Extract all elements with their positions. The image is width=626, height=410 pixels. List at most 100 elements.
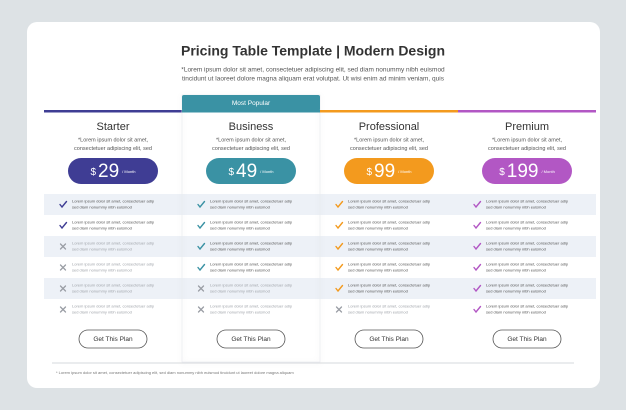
feature-text: sed diam nonummy nibh euismod [210, 289, 270, 294]
feature-text: Lorem ipsum dolor sit amet, consectetuer… [486, 262, 569, 267]
feature-text: Lorem ipsum dolor sit amet, consectetuer… [210, 262, 293, 267]
feature-text: sed diam nonummy nibh euismod [72, 268, 132, 273]
plan-description: *Lorem ipsum dolor sit amet, [216, 137, 286, 143]
feature-text: Lorem ipsum dolor sit amet, consectetuer… [486, 241, 569, 246]
feature-text: Lorem ipsum dolor sit amet, consectetuer… [210, 241, 293, 246]
period: / Month [260, 169, 273, 174]
feature-text: Lorem ipsum dolor sit amet, consectetuer… [210, 304, 293, 309]
cta-button[interactable] [492, 329, 562, 349]
check-icon [197, 221, 206, 230]
cta-label[interactable]: Get This Plan [507, 336, 547, 343]
price-pill [482, 158, 572, 184]
check-icon [335, 284, 344, 293]
check-icon [197, 200, 206, 209]
subtitle: *Lorem ipsum dolor sit amet, consectetue… [181, 67, 445, 74]
feature-text: sed diam nonummy nibh euismod [210, 226, 270, 231]
cta-label[interactable]: Get This Plan [369, 336, 409, 343]
price-pill [344, 158, 434, 184]
cta-button[interactable] [354, 329, 424, 349]
footnote: * Lorem ipsum dolor sit amet, consectetu… [56, 370, 294, 375]
plan-name: Starter [96, 121, 129, 133]
plan-description: *Lorem ipsum dolor sit amet, [492, 137, 562, 143]
feature-text: sed diam nonummy nibh euismod [348, 205, 408, 210]
plan-description: consectetuer adipiscing elit, sed [488, 146, 566, 152]
cross-icon [59, 306, 67, 313]
currency: $ [366, 167, 372, 178]
feature-text: sed diam nonummy nibh euismod [348, 226, 408, 231]
feature-text: sed diam nonummy nibh euismod [486, 226, 546, 231]
feature-text: sed diam nonummy nibh euismod [210, 268, 270, 273]
feature-text: Lorem ipsum dolor sit amet, consectetuer… [210, 199, 293, 204]
cta-label[interactable]: Get This Plan [231, 336, 271, 343]
check-icon [197, 242, 206, 251]
title: Pricing Table Template | Modern Design [181, 43, 445, 59]
plan-name: Premium [505, 121, 549, 133]
columns: Starter *Lorem ipsum dolor sit amet, conse… [44, 94, 596, 363]
feature-text: sed diam nonummy nibh euismod [348, 268, 408, 273]
cta-button[interactable] [78, 329, 148, 349]
feature-text: sed diam nonummy nibh euismod [72, 226, 132, 231]
feature-text: sed diam nonummy nibh euismod [486, 247, 546, 252]
price: $29/ Month [90, 161, 135, 182]
feature-text: Lorem ipsum dolor sit amet, consectetuer… [72, 283, 155, 288]
badge-label: Most Popular [232, 100, 271, 107]
cross-icon [59, 243, 67, 250]
top-bar [458, 110, 596, 113]
currency: $ [228, 167, 234, 178]
check-icon [335, 242, 344, 251]
feature-text: Lorem ipsum dolor sit amet, consectetuer… [72, 262, 155, 267]
feature-text: Lorem ipsum dolor sit amet, consectetuer… [348, 220, 431, 225]
check-icon [473, 284, 482, 293]
check-icon [335, 221, 344, 230]
feature-text: sed diam nonummy nibh euismod [72, 289, 132, 294]
feature-text: Lorem ipsum dolor sit amet, consectetuer… [72, 199, 155, 204]
period: / Month [398, 169, 411, 174]
currency: $ [90, 167, 96, 178]
feature-text: sed diam nonummy nibh euismod [210, 310, 270, 315]
feature-text: Lorem ipsum dolor sit amet, consectetuer… [72, 220, 155, 225]
cross-icon [197, 285, 205, 292]
feature-text: Lorem ipsum dolor sit amet, consectetuer… [486, 283, 569, 288]
plan-description: consectetuer adipiscing elit, sed [212, 146, 290, 152]
plan-description: consectetuer adipiscing elit, sed [74, 146, 152, 152]
feature-text: Lorem ipsum dolor sit amet, consectetuer… [348, 241, 431, 246]
subtitle: tincidunt ut laoreet dolore magna aliqua… [182, 76, 445, 83]
check-icon [473, 200, 482, 209]
check-icon [335, 200, 344, 209]
amount: 49 [236, 161, 257, 182]
cta-button[interactable] [216, 329, 286, 349]
feature-text: Lorem ipsum dolor sit amet, consectetuer… [348, 283, 431, 288]
cross-icon [59, 285, 67, 292]
feature-text: sed diam nonummy nibh euismod [210, 247, 270, 252]
price-pill [68, 158, 158, 184]
check-icon [335, 263, 344, 272]
cross-icon [197, 306, 205, 313]
check-icon [197, 263, 206, 272]
plan-column: Most Popular Business *Lorem ipsum dolor s… [181, 94, 321, 363]
cta-label[interactable]: Get This Plan [93, 336, 133, 343]
feature-text: Lorem ipsum dolor sit amet, consectetuer… [72, 241, 155, 246]
check-icon [473, 221, 482, 230]
plan-column: Professional *Lorem ipsum dolor sit amet,… [320, 110, 458, 349]
feature-text: Lorem ipsum dolor sit amet, consectetuer… [210, 220, 293, 225]
cross-icon [335, 306, 343, 313]
plan-description: consectetuer adipiscing elit, sed [350, 146, 428, 152]
check-icon [473, 305, 482, 314]
price-pill [206, 158, 296, 184]
feature-text: sed diam nonummy nibh euismod [486, 205, 546, 210]
feature-text: sed diam nonummy nibh euismod [72, 310, 132, 315]
top-bar [320, 110, 458, 113]
feature-text: Lorem ipsum dolor sit amet, consectetuer… [348, 304, 431, 309]
check-icon [473, 263, 482, 272]
feature-text: sed diam nonummy nibh euismod [348, 310, 408, 315]
check-icon [59, 221, 68, 230]
plan-description: *Lorem ipsum dolor sit amet, [354, 137, 424, 143]
amount: 99 [374, 161, 395, 182]
currency: $ [499, 167, 505, 178]
plan-description: *Lorem ipsum dolor sit amet, [78, 137, 148, 143]
plan-column: Starter *Lorem ipsum dolor sit amet, conse… [44, 110, 182, 349]
feature-text: Lorem ipsum dolor sit amet, consectetuer… [210, 283, 293, 288]
plan-name: Professional [359, 121, 420, 133]
feature-text: sed diam nonummy nibh euismod [348, 289, 408, 294]
